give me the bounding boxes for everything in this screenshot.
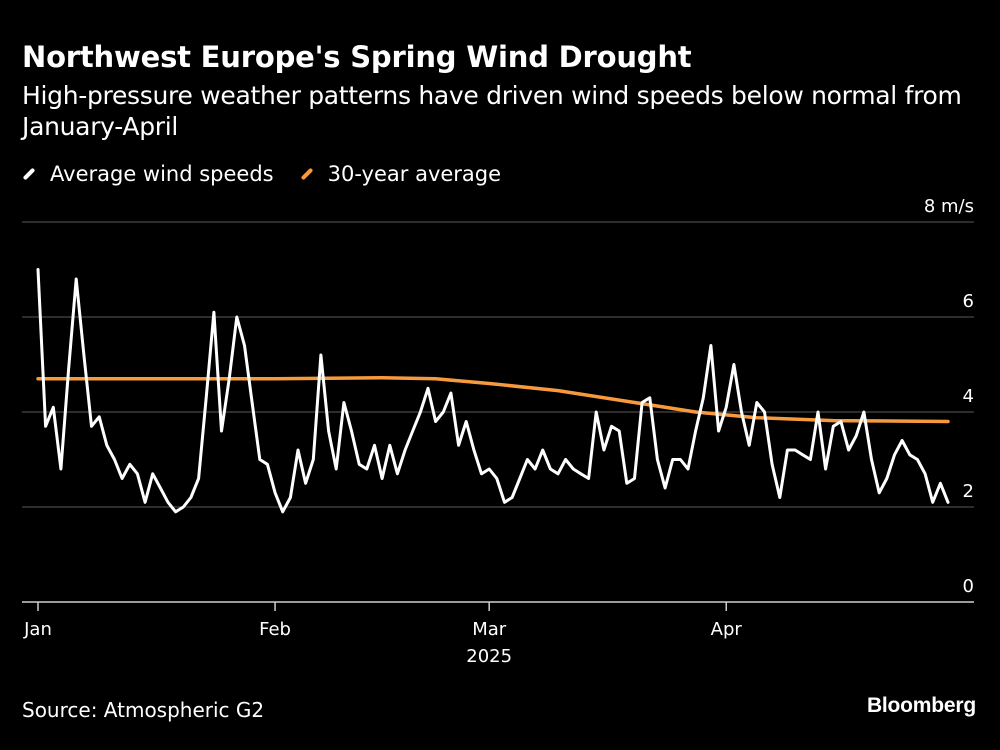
- x-tick-label: Apr: [711, 619, 743, 640]
- x-tick-label: Mar: [472, 619, 507, 640]
- series-line-30-year-average: [36, 376, 950, 424]
- legend-label-wind-speeds: Average wind speeds: [50, 162, 274, 186]
- series-lines: [36, 268, 950, 514]
- y-tick-label: 8 m/s: [924, 196, 974, 217]
- y-tick-label: 0: [963, 576, 974, 597]
- x-tick-label: Jan: [23, 619, 52, 640]
- x-axis: Jan Feb Mar Apr 2025: [23, 602, 742, 667]
- brand-logo: Bloomberg: [866, 694, 976, 717]
- legend: Average wind speeds 30-year average: [22, 162, 527, 186]
- y-tick-label: 6: [963, 291, 974, 312]
- legend-item-wind-speeds: Average wind speeds: [22, 162, 274, 186]
- grid-lines: [22, 221, 974, 603]
- y-axis-ticks: 8 m/s 6 4 2 0: [924, 196, 974, 597]
- x-tick-label: Feb: [259, 619, 291, 640]
- legend-label-30-year-average: 30-year average: [327, 162, 502, 186]
- x-axis-year-label: 2025: [466, 646, 512, 667]
- source-note: Source: Atmospheric G2: [22, 698, 265, 722]
- y-tick-label: 2: [963, 481, 974, 502]
- chart-subtitle: High-pressure weather patterns have driv…: [22, 81, 962, 141]
- chart-title: Northwest Europe's Spring Wind Drought: [22, 40, 692, 74]
- y-tick-label: 4: [963, 386, 974, 407]
- legend-item-30-year-average: 30-year average: [300, 162, 501, 186]
- series-line-average-wind-speeds: [36, 268, 950, 514]
